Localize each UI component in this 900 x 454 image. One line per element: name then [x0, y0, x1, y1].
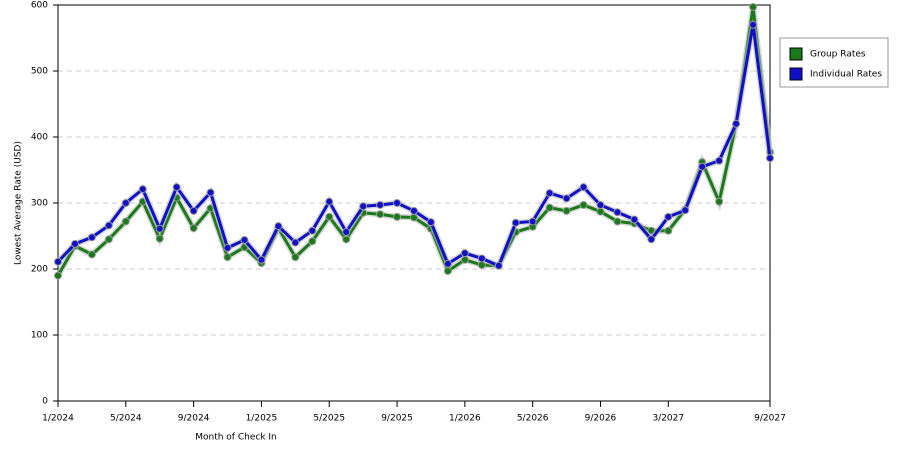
- point: [376, 210, 385, 219]
- point: [647, 235, 656, 244]
- point: [681, 206, 690, 215]
- point: [630, 215, 639, 224]
- point: [410, 206, 418, 215]
- point: [426, 218, 435, 227]
- point: [206, 188, 215, 197]
- legend-swatch: [789, 47, 803, 61]
- plot-frame: [57, 4, 771, 402]
- point: [698, 162, 707, 171]
- point: [511, 218, 520, 227]
- point: [732, 119, 741, 128]
- point: [664, 212, 673, 221]
- point: [172, 183, 181, 192]
- point: [715, 197, 724, 206]
- y-tick-label: 600: [31, 1, 48, 11]
- point: [664, 226, 673, 235]
- y-tick-label: 500: [31, 67, 48, 77]
- point: [766, 154, 774, 163]
- point: [70, 239, 79, 248]
- point: [274, 222, 283, 231]
- y-tick-label: 200: [31, 265, 48, 275]
- legend-label: Individual Rates: [810, 70, 882, 80]
- x-tick-label: 5/2026: [517, 414, 549, 424]
- point: [189, 224, 198, 233]
- legend-swatch: [789, 67, 803, 81]
- point: [477, 254, 486, 263]
- point: [291, 238, 300, 247]
- line-halo: [55, 6, 773, 278]
- x-tick-label: 1/2024: [42, 414, 74, 424]
- point: [579, 200, 588, 209]
- point: [104, 235, 113, 244]
- point: [325, 197, 334, 206]
- x-tick-label: 1/2025: [246, 414, 278, 424]
- point: [240, 235, 249, 244]
- x-tick-label: 9/2025: [381, 414, 413, 424]
- point: [460, 249, 469, 258]
- point: [291, 253, 300, 262]
- point: [376, 200, 385, 209]
- point: [749, 2, 758, 11]
- point: [54, 257, 62, 266]
- x-tick-label: 9/2024: [178, 414, 210, 424]
- x-tick-label: 1/2026: [449, 414, 481, 424]
- y-tick-label: 0: [42, 397, 48, 407]
- point: [393, 199, 402, 207]
- point: [308, 226, 317, 235]
- point: [749, 20, 758, 29]
- point: [189, 206, 198, 215]
- point: [155, 224, 164, 233]
- point: [545, 189, 554, 198]
- point: [223, 253, 232, 262]
- point: [257, 255, 266, 264]
- line: [56, 6, 772, 277]
- point: [494, 261, 503, 270]
- point: [121, 199, 130, 207]
- point: [613, 208, 622, 217]
- point: [87, 233, 96, 242]
- x-tick-label: 5/2025: [313, 414, 345, 424]
- point: [443, 259, 452, 268]
- point: [562, 194, 571, 203]
- x-tick-label: 5/2024: [110, 414, 142, 424]
- y-tick-label: 300: [31, 199, 48, 209]
- x-tick-label: 3/2027: [652, 414, 684, 424]
- point: [715, 156, 724, 165]
- point: [562, 206, 571, 215]
- point: [325, 212, 334, 221]
- point: [138, 185, 147, 194]
- point: [87, 250, 96, 259]
- point: [613, 217, 622, 226]
- point: [443, 266, 452, 275]
- point: [342, 228, 351, 237]
- point: [308, 237, 317, 246]
- legend-label: Group Rates: [810, 50, 866, 60]
- point: [545, 203, 554, 212]
- point: [223, 243, 232, 252]
- x-tick-label: 9/2026: [585, 414, 617, 424]
- point: [393, 212, 402, 221]
- point: [579, 183, 588, 192]
- y-tick-label: 100: [31, 331, 48, 341]
- point: [104, 221, 113, 230]
- y-axis-title: Lowest Average Rate (USD): [14, 141, 24, 265]
- x-tick-label: 9/2027: [754, 414, 786, 424]
- point: [596, 200, 605, 209]
- y-tick-label: 400: [31, 133, 48, 143]
- x-axis-title: Month of Check In: [195, 433, 277, 443]
- point: [528, 217, 537, 226]
- point: [121, 217, 130, 226]
- point: [359, 202, 368, 211]
- point: [54, 271, 62, 280]
